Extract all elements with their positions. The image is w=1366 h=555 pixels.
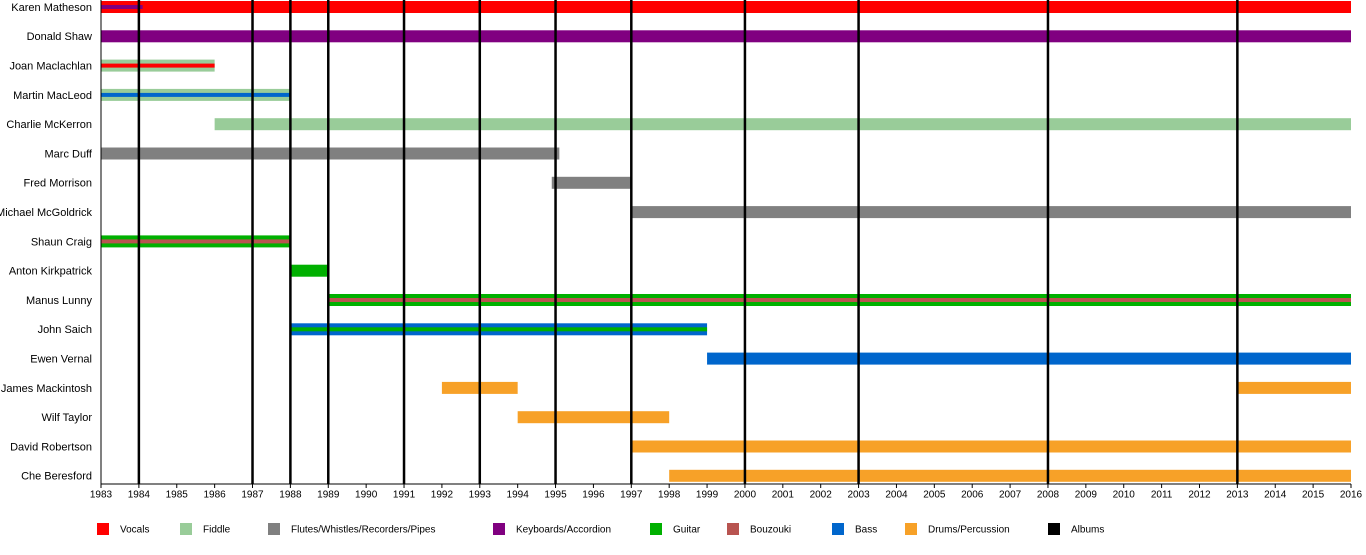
- legend-label: Vocals: [120, 525, 149, 536]
- legend-label: Drums/Percussion: [928, 525, 1010, 536]
- role-accent: [101, 92, 291, 97]
- legend-label: Flutes/Whistles/Recorders/Pipes: [291, 525, 436, 536]
- legend-label: Bass: [855, 525, 877, 536]
- x-tick-label: 2008: [1037, 490, 1060, 501]
- legend-swatch: [180, 523, 192, 535]
- x-tick-label: 2004: [885, 490, 908, 501]
- x-tick-label: 2000: [734, 490, 757, 501]
- x-tick-label: 1986: [204, 490, 227, 501]
- role-accent: [290, 327, 708, 332]
- legend-swatch: [905, 523, 917, 535]
- member-label: Che Beresford: [21, 471, 92, 483]
- x-tick-label: 1985: [166, 490, 189, 501]
- member-label: John Saich: [38, 324, 92, 336]
- member-label: Donald Shaw: [27, 31, 92, 43]
- legend-label: Bouzouki: [750, 525, 791, 536]
- x-tick-label: 2005: [923, 490, 946, 501]
- x-tick-label: 2007: [999, 490, 1022, 501]
- legend-label: Albums: [1071, 525, 1104, 536]
- member-label: James Mackintosh: [1, 383, 92, 395]
- x-tick-label: 2009: [1075, 490, 1098, 501]
- role-accent: [328, 298, 1352, 302]
- x-tick-label: 1991: [393, 490, 416, 501]
- x-tick-label: 2002: [810, 490, 833, 501]
- membership-bar: [101, 30, 1351, 43]
- x-tick-label: 1988: [279, 490, 302, 501]
- member-label: Marc Duff: [45, 148, 93, 160]
- x-tick-label: 1995: [544, 490, 567, 501]
- member-label: Karen Matheson: [11, 2, 92, 14]
- legend-swatch: [1048, 523, 1060, 535]
- member-label: Martin MacLeod: [13, 90, 92, 102]
- role-accent: [101, 63, 215, 68]
- member-label: Michael McGoldrick: [0, 207, 92, 219]
- membership-bar: [101, 147, 560, 160]
- member-label: Shaun Craig: [31, 236, 92, 248]
- x-tick-label: 2010: [1113, 490, 1136, 501]
- x-tick-label: 2013: [1226, 490, 1249, 501]
- member-label: Anton Kirkpatrick: [9, 266, 93, 278]
- membership-bar: [551, 176, 632, 189]
- x-tick-label: 1983: [90, 490, 113, 501]
- x-tick-label: 2001: [772, 490, 795, 501]
- member-label: Fred Morrison: [24, 178, 92, 190]
- x-tick-label: 2016: [1340, 490, 1363, 501]
- x-tick-label: 2006: [961, 490, 984, 501]
- x-tick-label: 2003: [847, 490, 870, 501]
- x-tick-label: 1989: [317, 490, 340, 501]
- x-tick-label: 1987: [241, 490, 264, 501]
- x-tick-label: 1997: [620, 490, 643, 501]
- membership-bar: [214, 118, 1352, 131]
- role-accent: [101, 239, 291, 244]
- legend-swatch: [268, 523, 280, 535]
- legend-swatch: [493, 523, 505, 535]
- x-tick-label: 1992: [431, 490, 454, 501]
- legend-swatch: [832, 523, 844, 535]
- x-tick-label: 1990: [355, 490, 378, 501]
- member-label: Charlie McKerron: [6, 119, 92, 131]
- role-accent: [101, 5, 143, 9]
- membership-bar: [1237, 381, 1351, 394]
- x-tick-label: 2015: [1302, 490, 1325, 501]
- x-tick-label: 2014: [1264, 490, 1287, 501]
- member-label: Joan Maclachlan: [9, 61, 92, 73]
- membership-bar: [101, 1, 1351, 13]
- x-tick-label: 2011: [1151, 490, 1173, 501]
- member-label: Ewen Vernal: [30, 354, 92, 366]
- x-tick-label: 2012: [1188, 490, 1211, 501]
- legend-label: Fiddle: [203, 525, 231, 536]
- legend-swatch: [727, 523, 739, 535]
- membership-bar: [631, 206, 1351, 219]
- membership-bar: [707, 352, 1351, 365]
- member-label: David Robertson: [10, 441, 92, 453]
- legend-label: Keyboards/Accordion: [516, 525, 611, 536]
- x-tick-label: 1998: [658, 490, 681, 501]
- membership-bar: [631, 440, 1351, 453]
- member-label: Manus Lunny: [26, 295, 93, 307]
- legend-swatch: [650, 523, 662, 535]
- legend-swatch: [97, 523, 109, 535]
- legend-label: Guitar: [673, 525, 701, 536]
- x-tick-label: 1993: [469, 490, 492, 501]
- x-tick-label: 1996: [582, 490, 605, 501]
- x-tick-label: 1994: [507, 490, 530, 501]
- x-tick-label: 1984: [128, 490, 151, 501]
- membership-bar: [669, 469, 1351, 482]
- x-tick-label: 1999: [696, 490, 719, 501]
- membership-bar: [290, 264, 329, 277]
- membership-bar: [517, 411, 670, 424]
- member-label: Wilf Taylor: [41, 412, 92, 424]
